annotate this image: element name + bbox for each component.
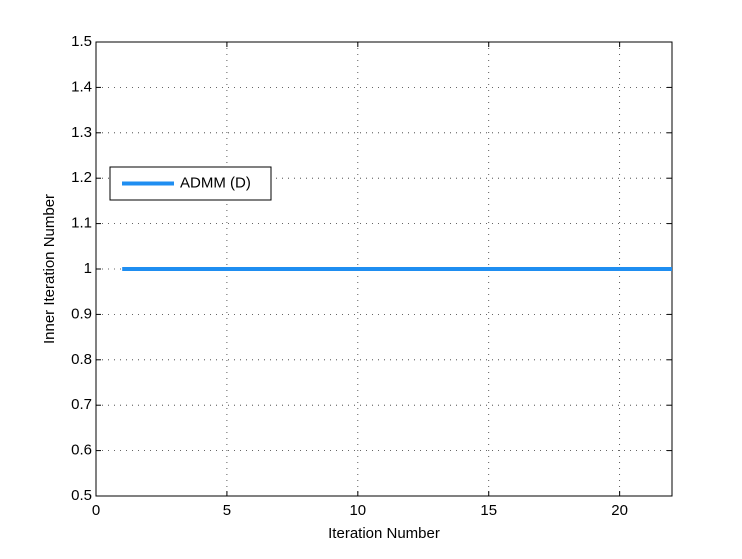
y-tick-label: 0.9 [71, 305, 92, 322]
y-tick-label: 0.7 [71, 396, 92, 413]
y-tick-label: 0.6 [71, 442, 92, 459]
y-tick-label: 1.5 [71, 33, 92, 50]
x-tick-label: 0 [92, 502, 100, 519]
y-tick-label: 1.4 [71, 78, 92, 95]
y-tick-label: 0.8 [71, 351, 92, 368]
x-tick-label: 20 [611, 502, 628, 519]
y-tick-label: 0.5 [71, 487, 92, 504]
y-tick-label: 1 [84, 260, 92, 277]
y-tick-label: 1.3 [71, 124, 92, 141]
y-tick-label: 1.2 [71, 169, 92, 186]
x-tick-label: 10 [349, 502, 366, 519]
y-axis-label: Inner Iteration Number [41, 194, 58, 344]
y-tick-label: 1.1 [71, 215, 92, 232]
x-tick-label: 5 [223, 502, 231, 519]
x-axis-label: Iteration Number [328, 525, 440, 542]
legend-label: ADMM (D) [180, 174, 251, 191]
x-tick-label: 15 [480, 502, 497, 519]
